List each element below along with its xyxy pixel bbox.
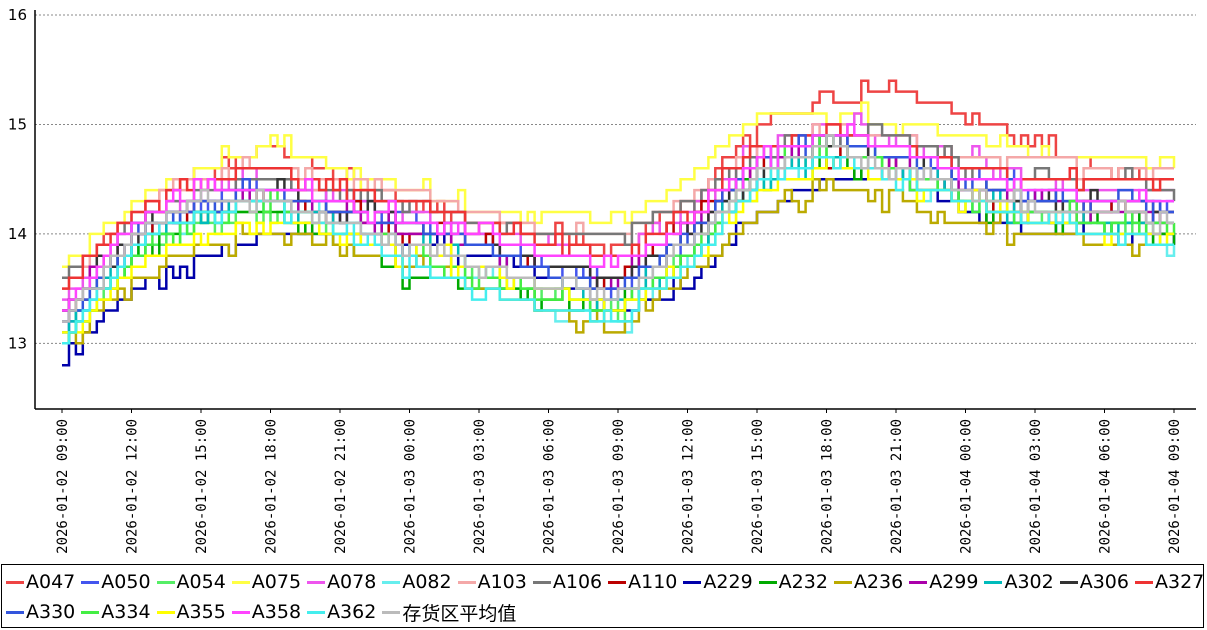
x-tick-labels: 2026-01-02 09:00 2026-01-02 12:00 2026-01-… <box>55 419 1183 554</box>
legend-swatch <box>1134 580 1153 584</box>
legend-item: A229 <box>683 571 753 593</box>
series-line-A327 <box>62 123 1174 290</box>
legend-swatch <box>909 580 928 584</box>
legend-label: A330 <box>26 601 76 623</box>
y-tick-label: 16 <box>8 6 27 24</box>
x-tick-label: 2026-01-03 12:00 <box>681 419 697 554</box>
legend-label: A302 <box>1004 571 1054 593</box>
legend-label: A232 <box>778 571 828 593</box>
legend-label: A050 <box>101 571 151 593</box>
x-tick-label: 2026-01-02 12:00 <box>125 419 141 554</box>
legend-label: A054 <box>176 571 226 593</box>
x-tick-label: 2026-01-04 03:00 <box>1028 419 1044 554</box>
legend-label: A082 <box>402 571 452 593</box>
legend-item: A302 <box>984 571 1054 593</box>
legend-swatch <box>307 580 326 584</box>
legend-label: A075 <box>251 571 302 593</box>
series-line-A330 <box>62 134 1174 323</box>
legend-label: A355 <box>176 601 226 623</box>
legend-item: A078 <box>307 571 376 593</box>
legend-swatch <box>6 610 24 614</box>
x-tick-label: 2026-01-02 21:00 <box>333 419 349 554</box>
legend-item: A054 <box>156 571 226 593</box>
legend-swatch <box>231 580 250 584</box>
x-tick-label: 2026-01-02 09:00 <box>55 419 71 554</box>
legend-item: A358 <box>231 601 302 623</box>
x-tick-label: 2026-01-02 18:00 <box>264 419 280 554</box>
legend-item: A362 <box>307 601 376 623</box>
legend-swatch <box>307 610 326 614</box>
legend-item: A330 <box>6 601 75 623</box>
legend-swatch <box>6 580 24 584</box>
y-tick-label: 13 <box>8 334 27 352</box>
legend-label: A236 <box>853 571 904 593</box>
legend-swatch <box>984 580 1003 584</box>
series-line-A358 <box>62 123 1174 312</box>
legend-item: A334 <box>81 601 151 623</box>
legend-item: A050 <box>81 571 151 593</box>
legend-label: A103 <box>477 571 527 593</box>
legend-swatch <box>81 610 100 614</box>
x-tick-label: 2026-01-03 09:00 <box>611 419 627 554</box>
legend-swatch <box>81 580 100 584</box>
legend-label: A362 <box>327 601 377 623</box>
line-chart: 13 14 15 16 2026-01-02 09:00 2026-01-02 12:0… <box>8 6 1196 554</box>
x-tick-label: 2026-01-04 06:00 <box>1098 419 1114 554</box>
legend-label: A229 <box>703 571 753 593</box>
legend-item: A299 <box>909 571 978 593</box>
legend-label: A334 <box>101 601 151 623</box>
legend-label: A327 <box>1154 571 1205 593</box>
legend-item: A232 <box>758 571 828 593</box>
series-lines <box>62 79 1176 367</box>
x-tick-label: 2026-01-03 00:00 <box>403 419 419 554</box>
y-tick-label: 15 <box>8 115 27 133</box>
legend-swatch <box>532 580 551 584</box>
legend-item: A327 <box>1134 571 1205 593</box>
legend-row: A330 A334 A355 A358 A362 存货区平均值 <box>6 597 522 627</box>
x-tick-label: 2026-01-03 03:00 <box>472 419 488 554</box>
legend-label: A047 <box>26 571 76 593</box>
x-tick-label: 2026-01-02 15:00 <box>194 419 210 554</box>
x-tick-label: 2026-01-03 21:00 <box>889 419 905 554</box>
x-tick-label: 2026-01-03 18:00 <box>820 419 836 554</box>
legend-label: A106 <box>552 571 603 593</box>
legend-swatch <box>608 580 627 584</box>
legend-label: A299 <box>929 571 979 593</box>
legend-label: A110 <box>628 571 678 593</box>
legend-swatch <box>382 580 401 584</box>
legend-swatch <box>231 610 250 614</box>
legend-label: A078 <box>327 571 377 593</box>
legend-swatch <box>1059 580 1078 584</box>
legend-item: A236 <box>833 571 904 593</box>
x-tick-label: 2026-01-03 15:00 <box>750 419 766 554</box>
legend-item: A082 <box>382 571 452 593</box>
legend-swatch <box>457 580 476 584</box>
series-line-存货区平均值 <box>62 134 1174 323</box>
legend-swatch <box>382 610 401 614</box>
legend-label: 存货区平均值 <box>402 602 517 625</box>
legend-item: A106 <box>532 571 603 593</box>
legend-label: A306 <box>1079 571 1129 593</box>
legend-item: A075 <box>231 571 302 593</box>
axes <box>34 10 1196 413</box>
legend-item: A110 <box>608 571 677 593</box>
legend-item: A103 <box>457 571 527 593</box>
legend-swatch <box>156 580 175 584</box>
legend-item: A306 <box>1059 571 1129 593</box>
legend-item: A047 <box>6 571 75 593</box>
legend-swatch <box>833 580 852 584</box>
y-tick-label: 14 <box>8 225 27 243</box>
x-tick-label: 2026-01-03 06:00 <box>542 419 558 554</box>
y-tick-labels: 13 14 15 16 <box>8 6 27 352</box>
legend-swatch <box>683 580 702 584</box>
legend: A047 A050 A054 A075 A078 A082 A103 A106 A110 A229… <box>1 564 1204 628</box>
x-tick-label: 2026-01-04 00:00 <box>959 419 975 554</box>
x-tick-label: 2026-01-04 09:00 <box>1167 419 1183 554</box>
legend-item: 存货区平均值 <box>382 599 516 626</box>
legend-label: A358 <box>251 601 302 623</box>
legend-swatch <box>758 580 777 584</box>
legend-row: A047 A050 A054 A075 A078 A082 A103 A106 A110 A229… <box>6 567 1207 597</box>
legend-item: A355 <box>156 601 226 623</box>
legend-swatch <box>156 610 175 614</box>
